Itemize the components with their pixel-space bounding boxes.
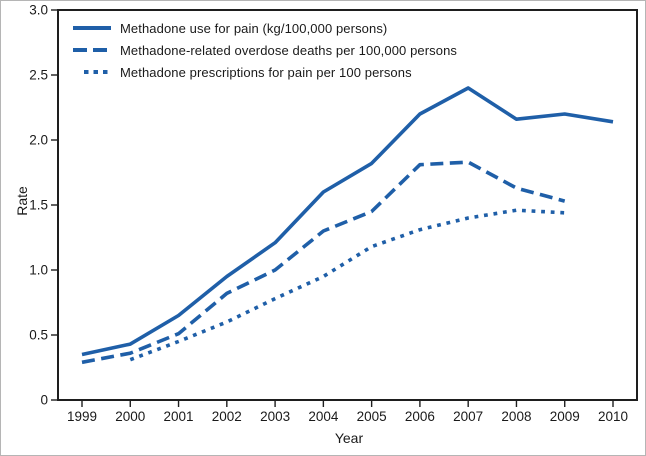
x-tick-label: 2008 bbox=[501, 409, 531, 424]
x-tick-label: 2000 bbox=[115, 409, 145, 424]
x-tick-label: 2003 bbox=[260, 409, 290, 424]
y-tick-label: 3.0 bbox=[29, 3, 48, 18]
x-tick-label: 1999 bbox=[67, 409, 97, 424]
dashed-line-swatch-icon bbox=[73, 48, 111, 52]
legend-label-overdose-deaths: Methadone-related overdose deaths per 10… bbox=[120, 42, 458, 58]
dotted-line-swatch-icon bbox=[84, 70, 111, 74]
series-line-methadone-use-for-pain bbox=[81, 86, 614, 357]
y-axis-title: Rate bbox=[14, 186, 30, 216]
legend-label-prescriptions: Methadone prescriptions for pain per 100… bbox=[120, 64, 412, 80]
x-tick-label: 2010 bbox=[598, 409, 628, 424]
y-tick-label: 2.5 bbox=[29, 68, 48, 83]
series-line-methadone-prescriptions bbox=[129, 208, 565, 362]
series-line-methadone-overdose-deaths bbox=[81, 160, 566, 365]
x-tick-label: 2002 bbox=[212, 409, 242, 424]
x-tick-label: 2006 bbox=[405, 409, 435, 424]
x-tick-label: 2001 bbox=[164, 409, 194, 424]
legend-item-prescriptions: Methadone prescriptions for pain per 100… bbox=[73, 61, 457, 83]
x-tick-label: 2009 bbox=[550, 409, 580, 424]
legend-item-methadone-use: Methadone use for pain (kg/100,000 perso… bbox=[73, 17, 457, 39]
x-axis-title: Year bbox=[334, 430, 364, 446]
plot-frame bbox=[57, 9, 638, 401]
legend-item-overdose-deaths: Methadone-related overdose deaths per 10… bbox=[73, 39, 457, 61]
y-tick-label: 0 bbox=[40, 393, 48, 408]
x-tick-label: 2005 bbox=[357, 409, 387, 424]
y-tick-label: 0.5 bbox=[29, 328, 48, 343]
y-tick-label: 2.0 bbox=[29, 133, 48, 148]
legend: Methadone use for pain (kg/100,000 perso… bbox=[73, 17, 457, 83]
solid-line-swatch-icon bbox=[73, 26, 111, 30]
x-tick-label: 2007 bbox=[453, 409, 483, 424]
y-tick-label: 1.0 bbox=[29, 263, 48, 278]
x-tick-label: 2004 bbox=[308, 409, 339, 424]
y-tick-label: 1.5 bbox=[29, 198, 48, 213]
legend-label-methadone-use: Methadone use for pain (kg/100,000 perso… bbox=[120, 20, 388, 36]
